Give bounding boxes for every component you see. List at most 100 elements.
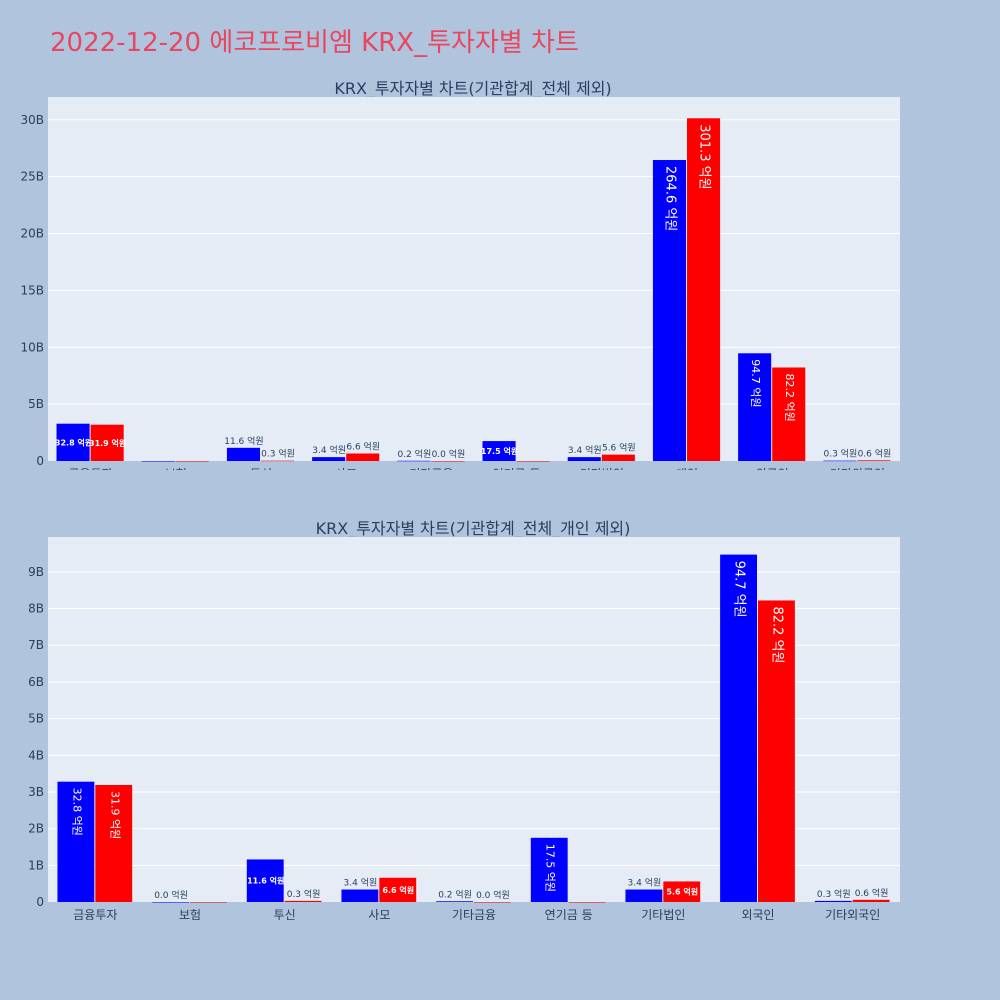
data-label: 6.6 억원 xyxy=(382,885,414,895)
data-label: 0.0 억원 xyxy=(154,889,188,901)
y-tick-label: 9B xyxy=(28,565,44,579)
data-label: 94.7 억원 xyxy=(732,561,747,618)
bar xyxy=(431,461,465,462)
bar xyxy=(141,461,175,462)
x-tick-label: 금융투자 xyxy=(73,908,117,920)
data-label: 301.3 억원 xyxy=(697,124,712,189)
x-tick-label: 금융투자 xyxy=(69,467,113,470)
bar xyxy=(568,902,606,903)
bar xyxy=(852,899,890,902)
y-tick-label: 15B xyxy=(20,283,44,297)
bar xyxy=(152,902,189,903)
x-tick-label: 기타법인 xyxy=(580,467,624,470)
bar xyxy=(95,784,133,902)
data-label: 0.3 억원 xyxy=(823,448,857,460)
x-tick-label: 보험 xyxy=(179,908,201,920)
chart-bottom-title: KRX_투자자별 차트(기관합계_전체_개인 제외) xyxy=(316,519,631,539)
data-label: 5.6 억원 xyxy=(602,442,636,454)
bar xyxy=(226,447,260,461)
x-tick-label: 외국인 xyxy=(741,908,774,920)
bar xyxy=(738,353,772,461)
data-label: 0.3 억원 xyxy=(261,448,295,460)
data-label: 17.5 억원 xyxy=(544,844,557,892)
bar xyxy=(261,460,295,462)
bar xyxy=(663,881,701,902)
bar xyxy=(857,460,891,461)
y-tick-label: 10B xyxy=(20,340,44,354)
data-label: 264.6 억원 xyxy=(662,166,677,231)
y-tick-label: 20B xyxy=(20,227,44,241)
data-label: 32.8 억원 xyxy=(70,788,83,836)
bar xyxy=(436,901,473,902)
x-tick-label: 기타금융 xyxy=(409,467,453,470)
bar xyxy=(190,902,227,903)
data-label: 0.6 억원 xyxy=(855,887,889,899)
data-label: 6.6 억원 xyxy=(346,440,380,452)
data-label: 3.4 억원 xyxy=(312,444,346,456)
x-tick-label: 투신 xyxy=(274,908,296,920)
y-tick-label: 5B xyxy=(28,712,44,726)
x-tick-label: 기타외국인 xyxy=(825,908,880,920)
x-tick-label: 기타외국인 xyxy=(830,467,885,470)
bar xyxy=(397,460,431,462)
y-tick-label: 30B xyxy=(20,113,44,127)
x-tick-label: 연기금 등 xyxy=(493,467,541,470)
data-label: 31.9 억원 xyxy=(108,791,121,839)
bar xyxy=(625,889,663,902)
y-tick-label: 5B xyxy=(28,397,44,411)
x-tick-label: 연기금 등 xyxy=(545,908,593,920)
bar xyxy=(246,859,284,902)
bar xyxy=(772,367,806,461)
data-label: 3.4 억원 xyxy=(628,877,662,889)
bar xyxy=(516,461,550,462)
chart-top: KRX_투자자별 차트(기관합계_전체 제외) 0 5B 10B 15B 20B 25B 3… xyxy=(20,79,900,470)
bar xyxy=(814,900,852,902)
chart-top-title: KRX_투자자별 차트(기관합계_전체 제외) xyxy=(334,79,611,99)
bar xyxy=(379,877,417,902)
bar xyxy=(312,457,346,461)
data-label: 32.8 억원 xyxy=(55,437,92,447)
x-tick-label: 투신 xyxy=(250,467,272,470)
data-label: 82.2 억원 xyxy=(783,373,796,421)
y-tick-label: 0 xyxy=(36,895,44,909)
bar xyxy=(652,160,686,461)
x-tick-label: 보험 xyxy=(165,467,187,470)
y-tick-label: 1B xyxy=(28,858,44,872)
data-label: 3.4 억원 xyxy=(568,444,602,456)
x-tick-label: 기타법인 xyxy=(641,908,685,920)
data-label: 82.2 억원 xyxy=(769,606,784,663)
x-tick-label: 개인 xyxy=(676,467,698,470)
data-label: 11.6 억원 xyxy=(247,876,284,886)
y-tick-label: 8B xyxy=(28,602,44,616)
data-label: 0.2 억원 xyxy=(438,888,472,900)
x-tick-label: 사모 xyxy=(368,908,390,920)
data-label: 0.0 억원 xyxy=(432,448,466,460)
bar xyxy=(567,457,601,461)
bar xyxy=(90,424,124,461)
x-tick-label: 기타금융 xyxy=(452,908,496,920)
bar xyxy=(687,118,721,462)
bar xyxy=(482,441,516,461)
bar xyxy=(284,900,322,902)
y-tick-label: 3B xyxy=(28,785,44,799)
data-label: 5.6 억원 xyxy=(666,887,698,897)
bar xyxy=(474,902,511,903)
y-tick-label: 2B xyxy=(28,822,44,836)
bar xyxy=(720,554,757,902)
bar xyxy=(823,460,857,462)
data-label: 31.9 억원 xyxy=(89,438,126,448)
data-label: 0.2 억원 xyxy=(397,448,431,460)
data-label: 94.7 억원 xyxy=(749,359,762,407)
bar xyxy=(175,461,209,462)
x-tick-label: 외국인 xyxy=(756,467,789,470)
x-tick-label: 사모 xyxy=(335,467,357,470)
data-label: 17.5 억원 xyxy=(481,446,518,456)
bar xyxy=(346,453,380,461)
page-title: 2022-12-20 에코프로비엠 KRX_투자자별 차트 xyxy=(50,28,579,58)
bar xyxy=(56,423,90,461)
y-tick-label: 0 xyxy=(36,454,44,468)
bar xyxy=(601,454,635,461)
data-label: 0.3 억원 xyxy=(287,888,321,900)
data-label: 0.6 억원 xyxy=(858,447,892,459)
data-label: 0.0 억원 xyxy=(476,889,510,901)
